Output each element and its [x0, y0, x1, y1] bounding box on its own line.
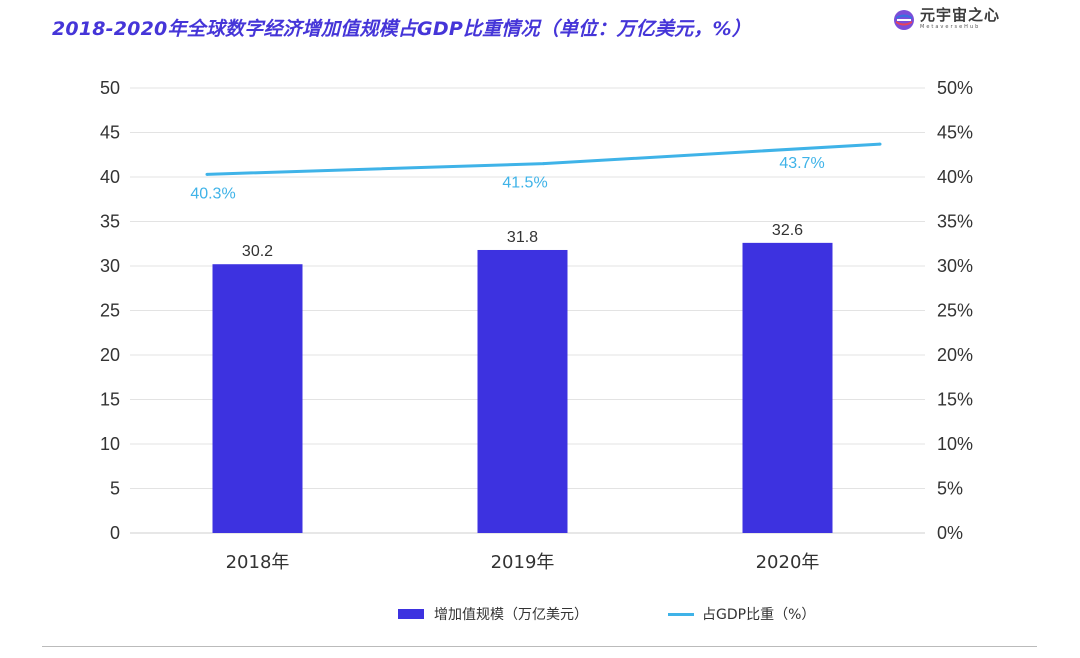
- line-data-label: 41.5%: [502, 175, 547, 192]
- bottom-divider: [42, 646, 1037, 647]
- line-point: [205, 172, 209, 176]
- y-right-tick-label: 5%: [937, 479, 963, 499]
- y-left-tick-label: 40: [100, 167, 120, 187]
- chart-title: 2018-2020年全球数字经济增加值规模占GDP比重情况（单位：万亿美元，%）: [52, 18, 751, 40]
- y-left-tick-label: 45: [100, 123, 120, 143]
- line-data-label: 43.7%: [779, 155, 824, 172]
- legend-item-bars: 增加值规模（万亿美元）: [398, 604, 588, 624]
- bar-data-label: 31.8: [507, 229, 538, 246]
- y-left-tick-label: 0: [110, 523, 120, 543]
- legend-item-line: 占GDP比重（%）: [668, 604, 815, 624]
- legend-swatch-line: [668, 612, 694, 616]
- y-right-tick-label: 30%: [937, 256, 973, 276]
- metaverse-logo-icon: [894, 10, 914, 30]
- y-right-tick-label: 15%: [937, 390, 973, 410]
- line-data-label: 40.3%: [190, 185, 235, 202]
- y-left-tick-label: 30: [100, 256, 120, 276]
- y-right-tick-label: 25%: [937, 301, 973, 321]
- bar: [212, 264, 303, 533]
- brand-logo: 元宇宙之心 MetaverseHub: [893, 6, 1000, 36]
- y-right-tick-label: 50%: [937, 78, 973, 98]
- y-right-tick-label: 40%: [937, 167, 973, 187]
- legend-label-bars: 增加值规模（万亿美元）: [434, 607, 588, 623]
- logo-name-en: MetaverseHub: [920, 24, 981, 30]
- y-left-tick-label: 10: [100, 434, 120, 454]
- y-left-tick-label: 50: [100, 78, 120, 98]
- combo-chart: 0 5 10 15 20 25 30 35 40 45 50 0% 5% 10% 15% 20% 25% 30% 3…: [100, 78, 973, 573]
- legend-label-line: 占GDP比重（%）: [702, 607, 816, 623]
- y-right-tick-label: 0%: [937, 523, 963, 543]
- y-right-tick-label: 45%: [937, 123, 973, 143]
- bar-data-label: 30.2: [242, 243, 273, 260]
- bar: [742, 242, 833, 534]
- bar-data-label: 32.6: [772, 222, 803, 239]
- x-tick-label: 2019年: [491, 552, 555, 573]
- y-right-tick-label: 20%: [937, 345, 973, 365]
- y-right-tick-label: 10%: [937, 434, 973, 454]
- y-left-tick-label: 35: [100, 212, 120, 232]
- y-left-tick-label: 20: [100, 345, 120, 365]
- y-left-tick-label: 25: [100, 301, 120, 321]
- logo-name-cn: 元宇宙之心: [920, 6, 1001, 24]
- x-tick-label: 2020年: [756, 552, 820, 573]
- bar: [477, 249, 568, 534]
- y-left-tick-label: 5: [110, 479, 120, 499]
- chart-legend: 增加值规模（万亿美元） 占GDP比重（%）: [0, 602, 1080, 624]
- legend-swatch-bars: [398, 609, 424, 619]
- line-point: [878, 142, 882, 146]
- y-left-tick-label: 15: [100, 390, 120, 410]
- y-right-tick-label: 35%: [937, 212, 973, 232]
- line-point: [542, 162, 545, 166]
- x-tick-label: 2018年: [226, 552, 290, 573]
